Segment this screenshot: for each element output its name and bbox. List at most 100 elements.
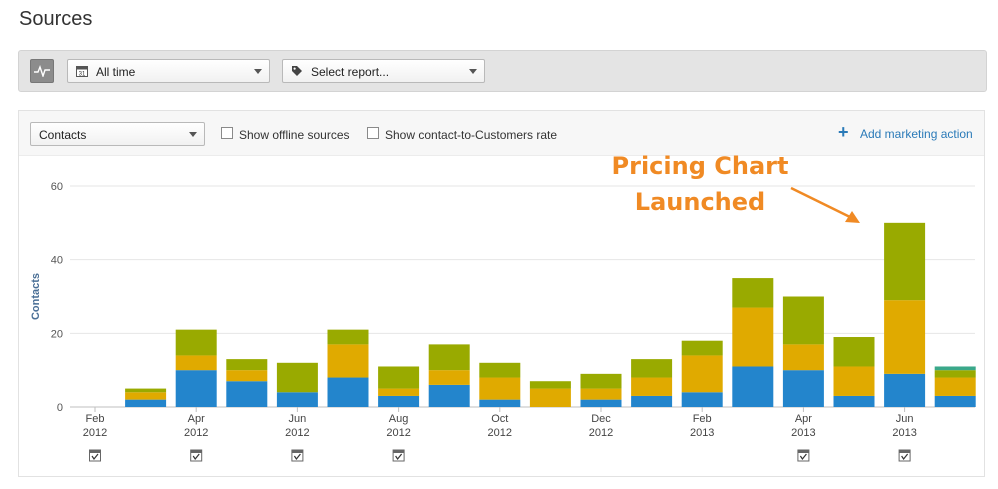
bar-segment bbox=[833, 395, 875, 407]
bar-segment bbox=[125, 392, 167, 400]
x-tick-label: Jun bbox=[289, 413, 307, 425]
date-range-select[interactable]: 31 All time bbox=[67, 59, 270, 83]
bar-segment bbox=[631, 359, 673, 378]
tag-icon bbox=[292, 66, 302, 76]
bar-segment bbox=[782, 296, 824, 345]
bar-segment bbox=[934, 370, 976, 378]
bar-segment bbox=[378, 366, 420, 389]
bar-segment bbox=[934, 395, 976, 407]
bar-segment bbox=[631, 395, 673, 407]
x-tick-label: 2012 bbox=[386, 427, 410, 439]
plus-icon[interactable]: + bbox=[838, 122, 849, 142]
add-marketing-action-link[interactable]: Add marketing action bbox=[860, 127, 973, 141]
bar-segment bbox=[529, 381, 571, 389]
bar-segment bbox=[681, 392, 723, 407]
bar-segment bbox=[479, 377, 521, 400]
action-marker-icon bbox=[393, 450, 405, 453]
x-tick-label: Feb bbox=[86, 413, 105, 425]
chevron-down-icon bbox=[469, 69, 477, 74]
bar-segment bbox=[631, 377, 673, 396]
bar-segment bbox=[580, 373, 622, 389]
y-axis-label: Contacts bbox=[30, 273, 42, 320]
chevron-down-icon bbox=[254, 69, 262, 74]
x-tick-label: 2013 bbox=[690, 427, 714, 439]
x-tick-label: 2012 bbox=[184, 427, 208, 439]
bar-segment bbox=[175, 329, 217, 356]
bar-segment bbox=[327, 344, 369, 378]
y-tick-label: 60 bbox=[51, 181, 63, 193]
bar-segment bbox=[934, 366, 976, 371]
chart-controls: Contacts Show offline sources Show conta… bbox=[19, 111, 984, 156]
x-tick-label: 2012 bbox=[488, 427, 512, 439]
x-tick-label: 2013 bbox=[791, 427, 815, 439]
action-marker-icon bbox=[797, 450, 809, 453]
action-marker-icon bbox=[91, 453, 99, 461]
y-tick-label: 40 bbox=[51, 255, 63, 267]
bar-segment bbox=[934, 377, 976, 396]
x-tick-label: 2012 bbox=[285, 427, 309, 439]
calendar-icon: 31 bbox=[76, 66, 88, 78]
action-marker-icon bbox=[899, 450, 911, 453]
action-marker-icon bbox=[293, 453, 301, 461]
show-offline-checkbox[interactable] bbox=[221, 127, 233, 139]
bar-segment bbox=[276, 362, 318, 393]
bar-segment bbox=[378, 388, 420, 396]
chevron-down-icon bbox=[189, 132, 197, 137]
metric-select[interactable]: Contacts bbox=[30, 122, 205, 146]
bar-segment bbox=[125, 399, 167, 407]
show-rate-label: Show contact-to-Customers rate bbox=[385, 128, 558, 142]
action-marker-icon bbox=[395, 453, 403, 461]
date-range-value: All time bbox=[96, 65, 136, 79]
bar-segment bbox=[327, 377, 369, 407]
bar-segment bbox=[378, 395, 420, 407]
annotation-line-1: Pricing Chart bbox=[611, 152, 789, 180]
bar-segment bbox=[782, 344, 824, 371]
y-tick-label: 20 bbox=[51, 328, 63, 340]
bar-segment bbox=[276, 392, 318, 407]
x-tick-label: Dec bbox=[591, 413, 611, 425]
x-tick-label: Aug bbox=[389, 413, 409, 425]
x-tick-label: Feb bbox=[693, 413, 712, 425]
bar-segment bbox=[732, 307, 774, 367]
bar-segment bbox=[428, 384, 470, 407]
bar-segment bbox=[125, 388, 167, 393]
x-tick-label: Apr bbox=[795, 413, 812, 425]
bar-segment bbox=[681, 355, 723, 393]
action-marker-icon bbox=[190, 450, 202, 453]
bar-segment bbox=[428, 370, 470, 385]
bar-segment bbox=[175, 370, 217, 407]
report-select[interactable]: Select report... bbox=[282, 59, 485, 83]
action-marker-icon bbox=[291, 450, 303, 453]
chart-panel: Contacts Show offline sources Show conta… bbox=[18, 110, 985, 477]
show-offline-label: Show offline sources bbox=[239, 128, 350, 142]
filter-toolbar: 31 All time Select report... bbox=[18, 50, 987, 92]
x-tick-label: Apr bbox=[188, 413, 205, 425]
metric-select-value: Contacts bbox=[39, 128, 87, 142]
bar-segment bbox=[479, 362, 521, 378]
pulse-icon bbox=[34, 65, 50, 77]
report-placeholder: Select report... bbox=[311, 65, 390, 79]
y-tick-label: 0 bbox=[57, 402, 63, 414]
annotation-line-2: Launched bbox=[634, 188, 766, 216]
show-rate-checkbox[interactable] bbox=[367, 127, 379, 139]
bar-segment bbox=[833, 337, 875, 367]
bar-segment bbox=[479, 399, 521, 407]
svg-text:31: 31 bbox=[79, 72, 86, 78]
pulse-button[interactable] bbox=[30, 59, 54, 83]
bar-segment bbox=[175, 355, 217, 371]
action-marker-icon bbox=[192, 453, 200, 461]
action-marker-icon bbox=[89, 450, 101, 453]
bar-segment bbox=[884, 300, 926, 374]
page-title: Sources bbox=[19, 8, 93, 30]
bar-segment bbox=[226, 370, 268, 382]
bar-segment bbox=[580, 399, 622, 407]
x-tick-label: Oct bbox=[491, 413, 508, 425]
bar-segment bbox=[884, 373, 926, 407]
bar-segment bbox=[226, 381, 268, 407]
bar-segment bbox=[782, 370, 824, 407]
bar-segment bbox=[428, 344, 470, 371]
action-marker-icon bbox=[799, 453, 807, 461]
bar-segment bbox=[833, 366, 875, 396]
x-tick-label: Jun bbox=[896, 413, 914, 425]
